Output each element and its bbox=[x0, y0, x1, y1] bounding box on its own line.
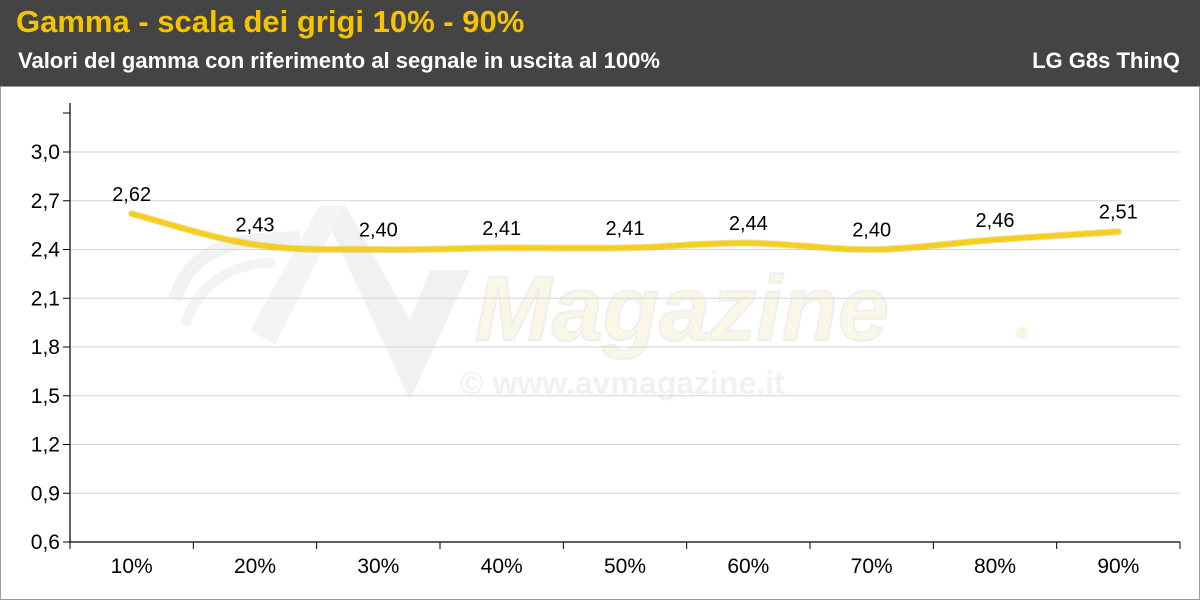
y-tick-label: 1,8 bbox=[31, 336, 60, 359]
y-tick-label: 3,0 bbox=[31, 141, 60, 164]
data-point bbox=[623, 245, 627, 250]
x-tick-label: 80% bbox=[974, 555, 1016, 578]
data-labels: 2,62 2,43 2,40 2,41 2,41 2,44 2,40 2,46 2,51 bbox=[112, 184, 1138, 242]
y-tick-label: 1,2 bbox=[31, 434, 60, 457]
chart-subtitle: Valori del gamma con riferimento al segn… bbox=[18, 48, 660, 73]
watermark-logo: Magazine © www.avmagazine.it bbox=[168, 205, 1028, 401]
data-point bbox=[993, 237, 997, 242]
x-tick-label: 10% bbox=[111, 555, 153, 578]
y-tick-label: 2,1 bbox=[31, 287, 60, 310]
data-point bbox=[129, 211, 134, 216]
axes bbox=[63, 103, 1181, 549]
x-tick-label: 50% bbox=[604, 555, 646, 578]
x-tick-label: 40% bbox=[481, 555, 523, 578]
data-label: 2,40 bbox=[852, 220, 891, 242]
y-tick-label: 0,6 bbox=[31, 531, 60, 554]
y-tick-labels: 0,6 0,9 1,2 1,5 1,8 2,1 2,4 2,7 3,0 bbox=[31, 141, 61, 554]
data-label: 2,44 bbox=[729, 213, 768, 235]
x-tick-labels: 10% 20% 30% 40% 50% 60% 70% 80% 90% bbox=[111, 555, 1140, 578]
plot-panel bbox=[0, 86, 1200, 600]
data-label: 2,40 bbox=[359, 220, 398, 242]
data-label: 2,41 bbox=[606, 218, 645, 240]
watermark-url-text: © www.avmagazine.it bbox=[460, 365, 785, 401]
data-point bbox=[253, 242, 257, 247]
y-tick-label: 2,4 bbox=[31, 239, 61, 262]
header-bar: Gamma - scala dei grigi 10% - 90% Valori… bbox=[0, 0, 1200, 86]
y-tick-label: 2,7 bbox=[31, 190, 60, 213]
x-tick-label: 90% bbox=[1097, 555, 1139, 578]
y-tick-label: 0,9 bbox=[31, 482, 60, 505]
x-tick-label: 60% bbox=[727, 555, 769, 578]
data-point bbox=[376, 247, 381, 252]
data-point bbox=[869, 247, 874, 252]
data-label: 2,51 bbox=[1099, 202, 1138, 224]
y-tick-label: 1,5 bbox=[31, 385, 60, 408]
watermark-brand-text: Magazine bbox=[475, 258, 889, 360]
data-label: 2,46 bbox=[976, 210, 1015, 232]
device-name: LG G8s ThinQ bbox=[1032, 48, 1180, 73]
x-tick-label: 70% bbox=[851, 555, 893, 578]
data-label: 2,41 bbox=[482, 218, 521, 240]
series-gamma bbox=[128, 210, 1122, 254]
data-label: 2,43 bbox=[236, 215, 275, 237]
chart-title: Gamma - scala dei grigi 10% - 90% bbox=[16, 4, 525, 39]
watermark-dot bbox=[1016, 327, 1028, 339]
x-tick-label: 20% bbox=[234, 555, 276, 578]
data-point bbox=[1116, 229, 1121, 234]
data-point bbox=[499, 245, 504, 250]
x-tick-label: 30% bbox=[357, 555, 399, 578]
av-logo-icon bbox=[168, 205, 470, 400]
data-label: 2,62 bbox=[112, 184, 151, 206]
data-point bbox=[746, 241, 751, 245]
